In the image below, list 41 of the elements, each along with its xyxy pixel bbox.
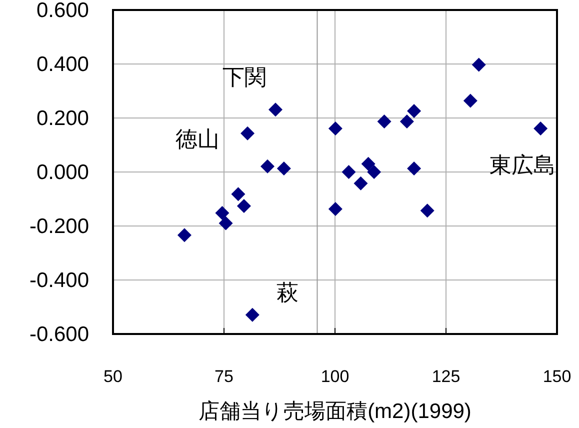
- point: [367, 165, 382, 179]
- point: [215, 206, 230, 220]
- y-tick-label: -0.200: [29, 215, 89, 238]
- point: [354, 176, 368, 190]
- y-tick-label: 0.000: [36, 161, 89, 184]
- x-axis-title: 店舗当り売場面積(m2)(1999): [198, 400, 472, 423]
- point: [231, 187, 246, 202]
- y-tick-label: -0.400: [29, 269, 89, 292]
- point: [218, 216, 233, 230]
- point: [177, 228, 192, 242]
- point: [245, 308, 260, 322]
- y-tick-label: -0.600: [29, 323, 89, 346]
- x-tick-label: 100: [320, 367, 350, 386]
- point: [361, 156, 376, 171]
- point: [472, 58, 486, 72]
- point: [328, 202, 342, 216]
- x-tick-label: 125: [432, 367, 460, 386]
- point: [276, 161, 291, 176]
- point: [328, 122, 342, 136]
- annotation: 下関: [222, 64, 267, 90]
- point: [400, 114, 414, 129]
- point: [342, 165, 356, 179]
- point: [420, 204, 434, 218]
- y-tick-label: 0.600: [36, 0, 89, 22]
- point: [463, 94, 478, 108]
- y-tick-label: 0.400: [36, 53, 89, 76]
- point: [240, 126, 255, 140]
- point: [268, 102, 283, 117]
- annotation: 東広島: [490, 152, 556, 178]
- point: [534, 122, 548, 136]
- x-tick-label: 50: [104, 367, 122, 386]
- annotation: 萩: [276, 280, 298, 305]
- point: [260, 159, 275, 174]
- point: [407, 104, 422, 118]
- y-tick-label: 0.200: [36, 107, 89, 130]
- x-tick-label: 150: [542, 367, 572, 386]
- point: [377, 114, 392, 129]
- annotation: 徳山: [176, 126, 220, 152]
- x-tick-label: 75: [214, 367, 234, 386]
- point: [236, 199, 251, 214]
- point: [407, 161, 422, 176]
